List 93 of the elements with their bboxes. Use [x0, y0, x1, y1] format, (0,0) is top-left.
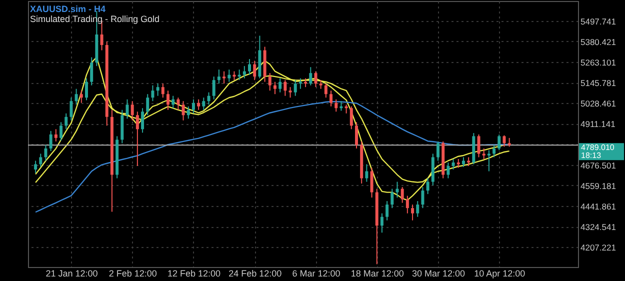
- candlestick: [70, 97, 73, 121]
- candlestick: [330, 90, 333, 107]
- candlestick: [156, 83, 160, 96]
- candlestick: [324, 83, 328, 98]
- candlestick: [416, 200, 420, 218]
- x-tick-label: 6 Mar 12:00: [292, 268, 340, 278]
- candlestick: [396, 181, 399, 198]
- candlestick: [84, 78, 88, 101]
- candlestick: [176, 97, 180, 110]
- candlestick: [90, 56, 94, 86]
- candlestick: [228, 69, 231, 82]
- candlestick: [426, 178, 430, 195]
- x-tick-label: 12 Feb 12:00: [167, 268, 220, 278]
- candlestick: [49, 130, 52, 152]
- candlestick: [288, 86, 292, 98]
- x-tick-label: 21 Jan 12:00: [46, 268, 98, 278]
- candlestick: [400, 186, 404, 204]
- candlestick: [151, 84, 154, 102]
- x-tick-label: 24 Feb 12:00: [228, 268, 282, 278]
- candlestick: [462, 156, 465, 168]
- candlestick: [278, 78, 282, 93]
- candlestick: [212, 76, 216, 100]
- candlestick: [487, 150, 490, 172]
- candlestick: [197, 98, 200, 110]
- candlestick: [44, 144, 48, 162]
- candlestick: [390, 188, 394, 209]
- y-tick-label: 4441.861: [580, 202, 616, 212]
- y-tick-label: 4911.141: [580, 119, 616, 130]
- candlestick: [192, 98, 195, 114]
- candlestick: [284, 80, 287, 96]
- y-tick-label: 4207.221: [580, 242, 616, 253]
- candlestick: [482, 148, 486, 160]
- candlestick: [64, 112, 68, 130]
- candlestick: [161, 83, 164, 98]
- candlestick: [39, 153, 42, 168]
- candlestick: [80, 90, 83, 104]
- candlestick: [222, 70, 226, 84]
- x-tick-label: 18 Mar 12:00: [350, 268, 404, 278]
- candlestick: [365, 164, 368, 182]
- candlestick: [354, 122, 358, 149]
- candlestick: [202, 97, 206, 110]
- candlestick: [166, 90, 170, 110]
- y-tick-label: 5145.781: [580, 78, 616, 88]
- candlestick: [477, 134, 480, 158]
- y-tick-label: 4324.541: [580, 222, 616, 232]
- y-tick-label: 4676.501: [580, 160, 616, 170]
- candlestick: [217, 69, 220, 84]
- candlestick: [242, 66, 246, 79]
- candlestick: [130, 100, 134, 121]
- candlestick: [74, 88, 78, 106]
- candlestick: [268, 72, 272, 92]
- candlestick: [273, 81, 276, 95]
- candlestick: [370, 167, 374, 198]
- x-tick-label: 10 Apr 12:00: [474, 268, 526, 278]
- candlestick: [502, 134, 506, 148]
- candlestick: [248, 58, 252, 76]
- candlestick: [100, 20, 104, 51]
- candlestick: [146, 94, 150, 116]
- candlestick: [498, 134, 501, 151]
- candlestick: [207, 92, 210, 106]
- candlestick: [54, 128, 58, 142]
- candlestick: [186, 106, 190, 120]
- candlestick: [406, 195, 409, 214]
- candlestick: [172, 95, 175, 109]
- candlestick: [309, 66, 312, 86]
- candlestick: [182, 100, 185, 121]
- y-tick-label: 5380.421: [580, 36, 616, 47]
- y-tick-label: 4559.181: [580, 180, 616, 191]
- candlestick: [294, 80, 297, 96]
- candlestick: [141, 108, 144, 134]
- candlestick: [421, 186, 424, 209]
- chart-title: XAUUSD.sim - H4: [30, 4, 106, 14]
- candlestick: [380, 212, 384, 234]
- candlestick: [350, 106, 353, 130]
- ref-line-label: 4789.010 18:13: [581, 143, 615, 160]
- y-tick-label: 5497.741: [580, 16, 616, 26]
- x-tick-label: 2 Feb 12:00: [108, 268, 157, 278]
- candlestick: [436, 140, 440, 162]
- candlestick: [492, 144, 496, 158]
- candlestick: [446, 162, 450, 179]
- candlestick: [452, 158, 455, 170]
- candlestick: [411, 204, 414, 221]
- candlestick: [126, 98, 129, 120]
- candlestick: [34, 160, 38, 174]
- candlestick: [314, 70, 318, 88]
- candlestick: [60, 122, 63, 142]
- candlestick: [334, 98, 338, 112]
- x-tick-label: 30 Mar 12:00: [412, 268, 466, 278]
- candlestick: [386, 200, 389, 221]
- y-tick-label: 5028.461: [580, 98, 616, 109]
- candlestick: [253, 60, 256, 81]
- candlestick: [136, 111, 139, 166]
- y-tick-label: 5263.101: [580, 58, 616, 68]
